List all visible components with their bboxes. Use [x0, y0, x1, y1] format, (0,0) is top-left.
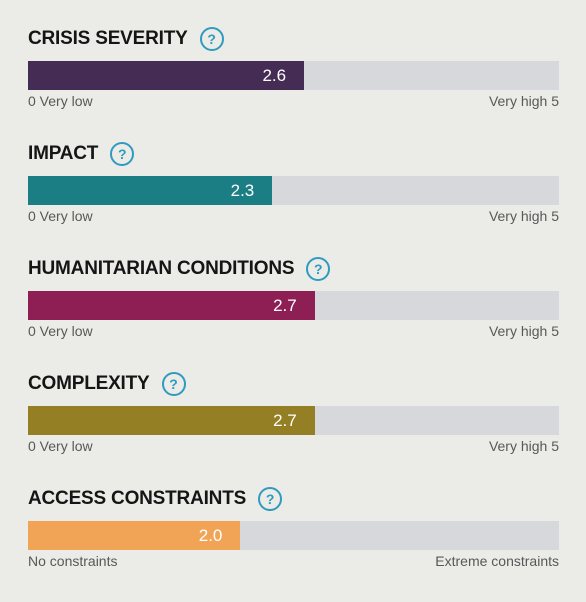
scale-max-label: Very high 5 [488, 93, 559, 109]
score-bar-fill: 2.3 [28, 176, 273, 205]
scale-labels: 0 Very low Very high 5 [28, 323, 559, 339]
help-question-icon[interactable]: ? [258, 487, 283, 511]
score-value: 2.7 [273, 411, 297, 430]
score-bar-track: 2.3 [28, 176, 559, 205]
scale-min-label: 0 Very low [28, 438, 93, 454]
scale-min-label: 0 Very low [28, 323, 93, 339]
metric-title: CRISIS SEVERITY [28, 28, 188, 49]
metric-complexity: COMPLEXITY ? 2.7 0 Very low Very high 5 [28, 372, 559, 487]
score-bar-track: 2.7 [28, 406, 559, 435]
metric-humanitarian-conditions: HUMANITARIAN CONDITIONS ? 2.7 0 Very low… [28, 257, 559, 372]
score-bar-track: 2.7 [28, 291, 559, 320]
scale-max-label: Very high 5 [488, 208, 559, 224]
score-bar-fill: 2.7 [28, 291, 315, 320]
help-question-icon[interactable]: ? [110, 142, 135, 166]
metric-title: HUMANITARIAN CONDITIONS [28, 258, 295, 279]
metric-header: CRISIS SEVERITY ? [28, 27, 559, 51]
metric-title: COMPLEXITY [28, 373, 150, 394]
metric-header: IMPACT ? [28, 142, 559, 166]
metric-impact: IMPACT ? 2.3 0 Very low Very high 5 [28, 142, 559, 257]
metric-title: IMPACT [28, 143, 99, 164]
help-question-icon[interactable]: ? [306, 257, 331, 281]
scale-labels: 0 Very low Very high 5 [28, 208, 559, 224]
score-value: 2.7 [273, 296, 297, 315]
score-value: 2.3 [230, 181, 255, 200]
scale-min-label: No constraints [28, 553, 118, 569]
metric-header: HUMANITARIAN CONDITIONS ? [28, 257, 559, 281]
score-bar-track: 2.0 [28, 521, 559, 550]
scale-max-label: Extreme constraints [435, 553, 559, 569]
scale-min-label: 0 Very low [28, 208, 93, 224]
scale-labels: 0 Very low Very high 5 [28, 438, 559, 454]
metric-header: ACCESS CONSTRAINTS ? [28, 487, 559, 511]
score-bar-fill: 2.0 [28, 521, 241, 550]
score-bar-fill: 2.6 [28, 61, 305, 90]
scale-max-label: Very high 5 [488, 438, 559, 454]
metric-header: COMPLEXITY ? [28, 372, 559, 396]
score-value: 2.0 [198, 526, 223, 545]
scale-max-label: Very high 5 [488, 323, 559, 339]
metric-crisis-severity: CRISIS SEVERITY ? 2.6 0 Very low Very hi… [28, 27, 559, 142]
help-question-icon[interactable]: ? [199, 27, 224, 51]
score-value: 2.6 [262, 66, 287, 85]
scale-min-label: 0 Very low [28, 93, 93, 109]
score-bar-track: 2.6 [28, 61, 559, 90]
help-question-icon[interactable]: ? [161, 372, 186, 396]
metric-title: ACCESS CONSTRAINTS [28, 488, 247, 509]
metric-access-constraints: ACCESS CONSTRAINTS ? 2.0 No constraints … [28, 487, 559, 602]
severity-panel: CRISIS SEVERITY ? 2.6 0 Very low Very hi… [28, 27, 559, 602]
score-bar-fill: 2.7 [28, 406, 315, 435]
scale-labels: No constraints Extreme constraints [28, 553, 559, 569]
scale-labels: 0 Very low Very high 5 [28, 93, 559, 109]
